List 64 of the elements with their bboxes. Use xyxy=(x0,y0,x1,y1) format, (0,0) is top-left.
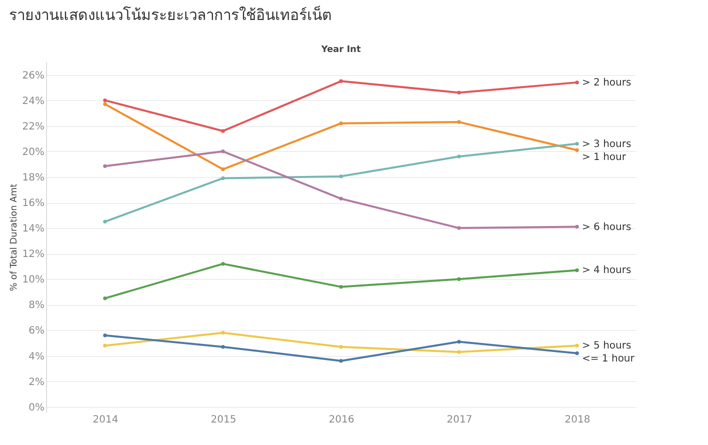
point xyxy=(575,224,579,229)
point xyxy=(575,351,579,356)
y-tick-label: 20% xyxy=(22,146,44,158)
y-tick-label: 24% xyxy=(22,96,44,107)
y-tick-label: 14% xyxy=(22,224,44,235)
y-axis-title: % of Total Duration Amt xyxy=(9,183,20,292)
y-tick-label: 10% xyxy=(22,274,44,286)
point xyxy=(457,277,461,282)
point xyxy=(103,296,107,300)
point xyxy=(103,98,107,102)
point xyxy=(339,121,343,126)
point xyxy=(339,284,343,289)
point xyxy=(221,344,225,349)
point xyxy=(103,333,107,338)
point xyxy=(457,154,461,158)
x-tick-label: 2014 xyxy=(92,414,118,426)
point xyxy=(221,176,225,180)
y-tick-label: 4% xyxy=(28,351,44,362)
x-tick-label: 2017 xyxy=(446,414,472,426)
point xyxy=(457,120,461,124)
y-tick-label: 6% xyxy=(28,326,44,337)
point xyxy=(575,268,579,272)
chart-title: รายงานแสดงแนวโน้มระยะเวลาการใช้อินเทอร์เน็ต xyxy=(8,5,332,24)
series-label: > 3 hours xyxy=(582,138,632,150)
y-tick-label: 12% xyxy=(22,249,44,260)
point xyxy=(103,344,107,348)
point xyxy=(339,79,343,84)
point xyxy=(339,359,343,363)
series-label: > 1 hour xyxy=(582,152,627,163)
x-tick-label: 2016 xyxy=(328,414,354,426)
series-label: <= 1 hour xyxy=(582,354,636,365)
point xyxy=(575,344,579,348)
point xyxy=(457,90,461,95)
y-tick-label: 16% xyxy=(22,198,44,210)
series-label: > 2 hours xyxy=(582,77,632,88)
x-axis-title: Year Int xyxy=(320,45,362,55)
y-tick-label: 2% xyxy=(28,376,44,388)
point xyxy=(221,262,225,266)
point xyxy=(457,350,461,354)
point xyxy=(221,167,225,172)
series-label: > 5 hours xyxy=(582,340,632,352)
y-tick-label: 26% xyxy=(22,70,44,82)
point xyxy=(457,340,461,344)
point xyxy=(575,80,579,84)
point xyxy=(221,330,225,335)
series-label: > 4 hours xyxy=(582,265,632,276)
y-tick-label: 8% xyxy=(28,300,44,312)
point xyxy=(457,226,461,230)
point xyxy=(221,150,225,154)
point xyxy=(339,196,343,201)
y-tick-label: 18% xyxy=(22,172,44,184)
point xyxy=(103,220,107,224)
x-tick-label: 2015 xyxy=(210,414,236,426)
point xyxy=(103,102,107,106)
point xyxy=(575,148,579,152)
point xyxy=(339,174,343,178)
point xyxy=(575,142,579,146)
x-tick-label: 2018 xyxy=(564,414,590,426)
y-tick-label: 22% xyxy=(22,121,44,132)
series-label: > 6 hours xyxy=(582,222,632,233)
y-tick-label: 0% xyxy=(28,402,44,414)
point xyxy=(339,344,343,349)
point xyxy=(103,164,107,168)
point xyxy=(221,129,225,133)
